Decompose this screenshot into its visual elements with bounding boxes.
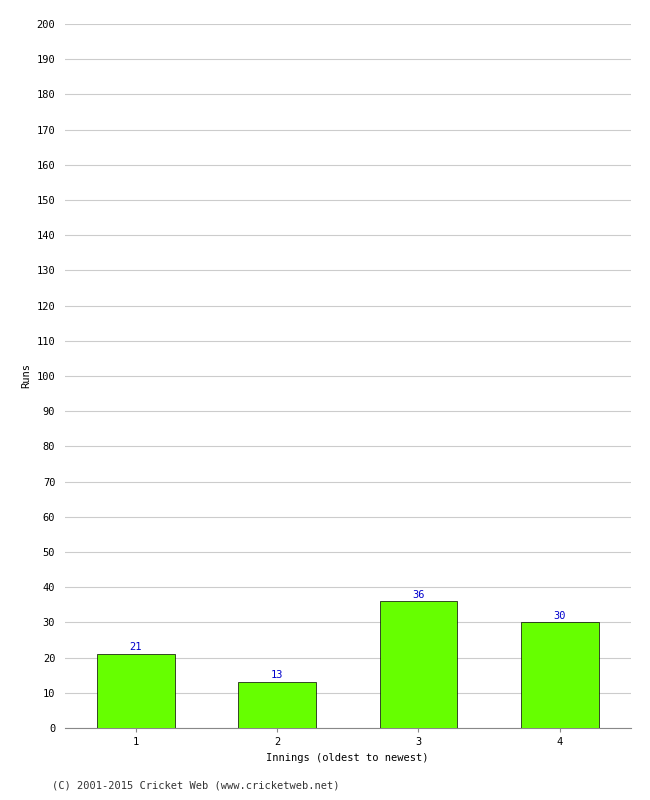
Text: (C) 2001-2015 Cricket Web (www.cricketweb.net): (C) 2001-2015 Cricket Web (www.cricketwe… (52, 781, 339, 790)
Y-axis label: Runs: Runs (21, 363, 31, 389)
Bar (238, 682, 316, 728)
Text: 21: 21 (129, 642, 142, 652)
Bar (380, 602, 458, 728)
Text: 36: 36 (412, 590, 424, 599)
Bar (97, 654, 175, 728)
Text: 30: 30 (554, 610, 566, 621)
X-axis label: Innings (oldest to newest): Innings (oldest to newest) (266, 753, 429, 762)
Text: 13: 13 (271, 670, 283, 681)
Bar (521, 622, 599, 728)
